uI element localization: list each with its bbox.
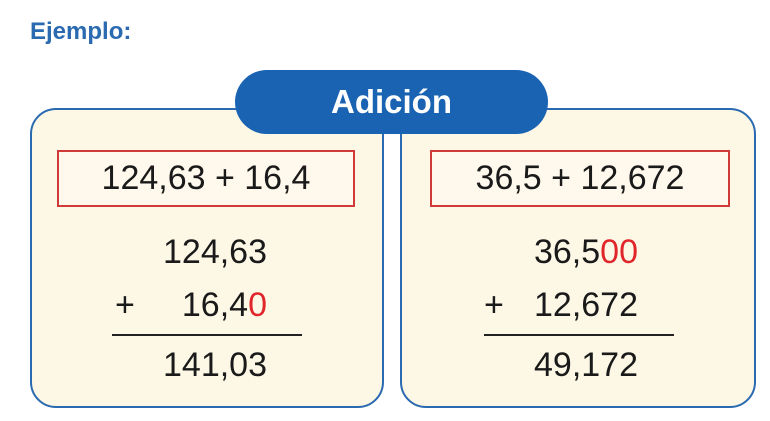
sign: + — [115, 286, 135, 324]
digits: 12,672 — [534, 286, 638, 324]
expression: 36,5 + 12,672 — [430, 150, 730, 207]
added-zero: 0 — [248, 286, 267, 324]
result: 141,03 — [163, 346, 267, 384]
digits: 124,63 — [163, 233, 267, 271]
rule — [484, 334, 674, 336]
title: Adición — [235, 70, 548, 134]
added-zero: 00 — [600, 233, 638, 271]
example-label: Ejemplo: — [30, 18, 132, 45]
addend: 124,63 — [100, 232, 267, 272]
sign: + — [484, 286, 504, 324]
result: 49,172 — [534, 346, 638, 384]
digits: 16,4 — [181, 286, 249, 324]
rule — [112, 334, 302, 336]
addend: 36,500 — [470, 232, 638, 272]
digits: 36,5 — [533, 233, 601, 271]
addend: 16,40 — [100, 285, 267, 325]
addend: 12,672 — [470, 285, 638, 325]
expression: 124,63 + 16,4 — [57, 150, 355, 207]
